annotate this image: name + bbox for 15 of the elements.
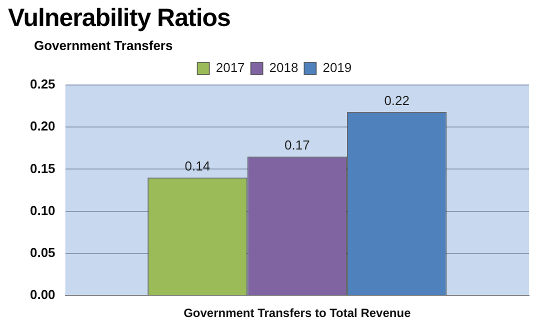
x-tick-label: Government Transfers to Total Revenue <box>184 306 412 320</box>
data-label: 0.17 <box>284 138 310 153</box>
legend-label: 2018 <box>269 60 298 76</box>
chart-subtitle: Government Transfers <box>34 38 173 53</box>
y-tick-label: 0.15 <box>30 160 56 176</box>
data-label: 0.14 <box>184 158 210 174</box>
y-tick-label: 0.20 <box>30 118 56 134</box>
chart-title: Vulnerability Ratios <box>8 4 230 33</box>
legend-label: 2017 <box>216 60 245 76</box>
data-label: 0.22 <box>384 93 410 108</box>
y-tick-label: 0.00 <box>30 287 56 302</box>
y-tick-label: 0.05 <box>30 245 56 260</box>
legend-label: 2019 <box>322 60 352 76</box>
y-tick-label: 0.10 <box>30 202 56 218</box>
y-tick-label: 0.25 <box>30 76 56 92</box>
